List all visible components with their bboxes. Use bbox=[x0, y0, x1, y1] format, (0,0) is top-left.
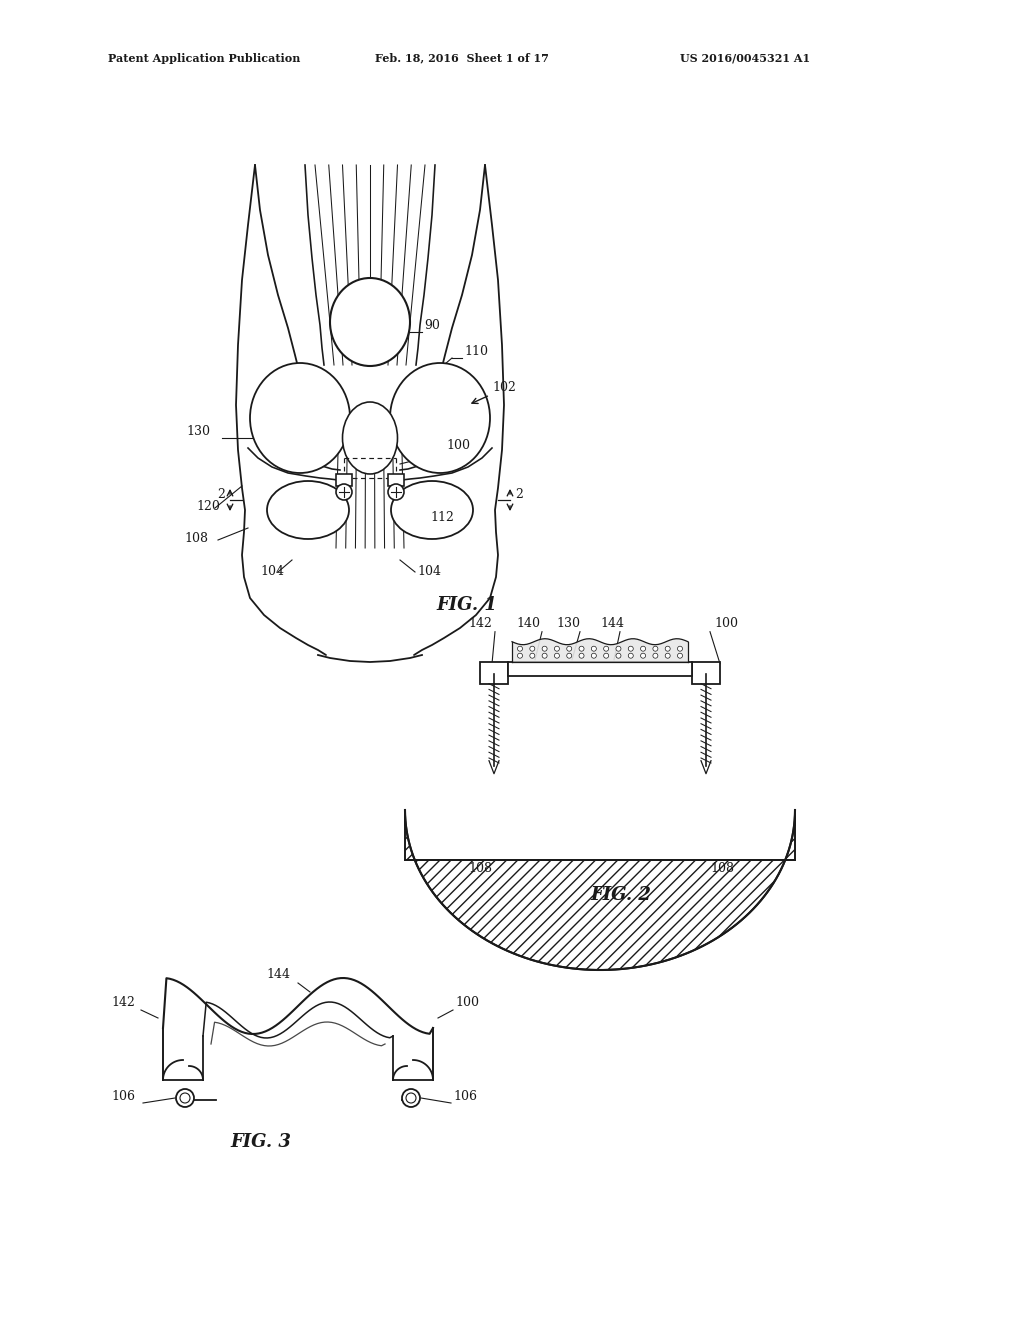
Text: 108: 108 bbox=[468, 862, 492, 875]
Circle shape bbox=[517, 653, 522, 659]
Text: 140: 140 bbox=[516, 616, 540, 630]
Text: 130: 130 bbox=[556, 616, 580, 630]
Text: 100: 100 bbox=[446, 440, 470, 451]
Circle shape bbox=[579, 647, 584, 651]
Circle shape bbox=[554, 653, 559, 659]
Text: 144: 144 bbox=[266, 968, 290, 981]
Circle shape bbox=[542, 653, 547, 659]
Ellipse shape bbox=[342, 403, 397, 474]
Circle shape bbox=[616, 653, 621, 659]
Circle shape bbox=[406, 1093, 416, 1104]
FancyBboxPatch shape bbox=[336, 474, 352, 486]
Circle shape bbox=[641, 647, 645, 651]
Circle shape bbox=[176, 1089, 194, 1107]
Text: FIG. 1: FIG. 1 bbox=[436, 597, 497, 614]
Circle shape bbox=[554, 647, 559, 651]
Polygon shape bbox=[406, 810, 795, 970]
Circle shape bbox=[629, 653, 633, 659]
Text: 108: 108 bbox=[184, 532, 208, 545]
Circle shape bbox=[591, 647, 596, 651]
Text: 106: 106 bbox=[453, 1090, 477, 1104]
Circle shape bbox=[336, 484, 352, 500]
Circle shape bbox=[678, 647, 683, 651]
Text: 106: 106 bbox=[111, 1090, 135, 1104]
Bar bbox=[508, 661, 692, 676]
Circle shape bbox=[542, 647, 547, 651]
Circle shape bbox=[616, 647, 621, 651]
Circle shape bbox=[591, 653, 596, 659]
Text: 142: 142 bbox=[468, 616, 492, 630]
Circle shape bbox=[529, 647, 535, 651]
Text: Patent Application Publication: Patent Application Publication bbox=[108, 53, 300, 63]
Ellipse shape bbox=[330, 279, 410, 366]
Ellipse shape bbox=[391, 480, 473, 539]
Circle shape bbox=[529, 653, 535, 659]
Text: 112: 112 bbox=[430, 511, 454, 524]
Text: FIG. 3: FIG. 3 bbox=[230, 1133, 291, 1151]
Text: 102: 102 bbox=[492, 381, 516, 393]
Text: 144: 144 bbox=[600, 616, 624, 630]
Circle shape bbox=[604, 647, 608, 651]
Text: 2: 2 bbox=[217, 488, 225, 502]
Text: 90: 90 bbox=[424, 319, 440, 333]
Circle shape bbox=[566, 653, 571, 659]
Circle shape bbox=[678, 653, 683, 659]
Text: 100: 100 bbox=[714, 616, 738, 630]
Text: 130: 130 bbox=[186, 425, 210, 438]
Circle shape bbox=[517, 647, 522, 651]
Circle shape bbox=[579, 653, 584, 659]
Text: 104: 104 bbox=[260, 565, 284, 578]
Text: 108: 108 bbox=[710, 862, 734, 875]
Ellipse shape bbox=[267, 480, 349, 539]
Text: 142: 142 bbox=[111, 997, 135, 1008]
Circle shape bbox=[641, 653, 645, 659]
Circle shape bbox=[566, 647, 571, 651]
FancyBboxPatch shape bbox=[388, 474, 404, 486]
Bar bbox=[480, 661, 508, 684]
Circle shape bbox=[180, 1093, 190, 1104]
Text: 110: 110 bbox=[464, 345, 488, 358]
Circle shape bbox=[402, 1089, 420, 1107]
Text: US 2016/0045321 A1: US 2016/0045321 A1 bbox=[680, 53, 810, 63]
Circle shape bbox=[604, 653, 608, 659]
Circle shape bbox=[666, 647, 670, 651]
Circle shape bbox=[388, 484, 404, 500]
Text: 120: 120 bbox=[196, 500, 220, 513]
Text: 104: 104 bbox=[417, 565, 441, 578]
Ellipse shape bbox=[250, 363, 350, 473]
Text: Feb. 18, 2016  Sheet 1 of 17: Feb. 18, 2016 Sheet 1 of 17 bbox=[375, 53, 549, 63]
Circle shape bbox=[629, 647, 633, 651]
Ellipse shape bbox=[390, 363, 490, 473]
Bar bbox=[692, 661, 720, 684]
Text: 2: 2 bbox=[515, 488, 523, 502]
Circle shape bbox=[653, 647, 657, 651]
Text: 100: 100 bbox=[455, 997, 479, 1008]
Circle shape bbox=[653, 653, 657, 659]
Text: FIG. 2: FIG. 2 bbox=[590, 886, 651, 904]
Circle shape bbox=[666, 653, 670, 659]
